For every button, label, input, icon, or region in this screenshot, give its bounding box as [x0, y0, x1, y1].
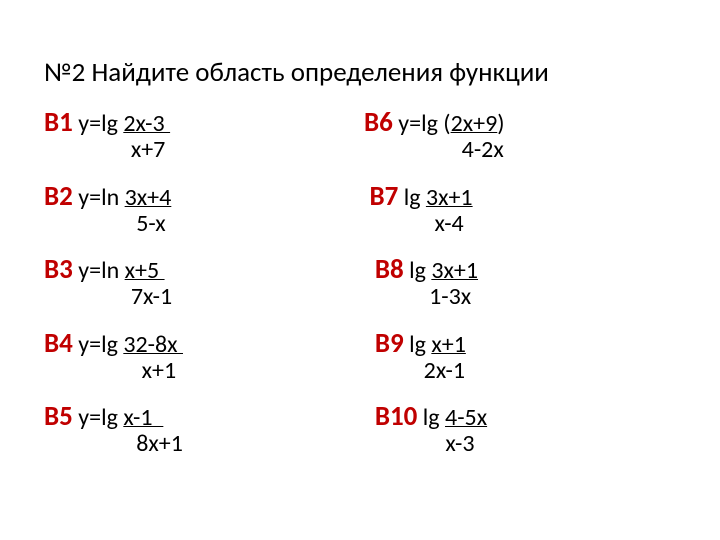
func-prefix: lg [404, 330, 432, 359]
denominator: x+1 [44, 358, 364, 383]
denominator: 2x-1 [364, 358, 664, 383]
problem-label: В1 [44, 106, 73, 139]
func-prefix: y=ln [73, 183, 125, 212]
numerator: 3x+4 [125, 183, 172, 212]
denominator: 1-3x [364, 284, 664, 309]
numerator: 4-5x [445, 403, 487, 432]
numerator: 3x+1 [426, 183, 473, 212]
numerator: 3x+1 [431, 256, 478, 285]
denominator: 8x+1 [44, 431, 364, 456]
problem-label: В3 [44, 253, 73, 286]
problems-columns: В1 y=lg 2x-3 x+7 В2 y=ln 3x+4 5-x В3 y=l… [44, 109, 680, 477]
func-prefix: y=lg [73, 330, 123, 359]
denominator: 7x-1 [44, 284, 364, 309]
page-title: №2 Найдите область определения функции [44, 56, 680, 89]
problem-b6: В6 y=lg (2x+9) 4-2x [364, 109, 664, 163]
func-prefix: y=ln [73, 256, 125, 285]
func-postfix: ) [497, 109, 504, 138]
func-prefix: lg [398, 183, 426, 212]
func-prefix: lg [404, 256, 432, 285]
denominator: x+7 [44, 137, 364, 162]
problem-b5: В5 y=lg x-1 8x+1 [44, 403, 364, 457]
problem-b9: В9 lg x+1 2x-1 [364, 330, 664, 384]
numerator: x-1 [123, 403, 163, 432]
left-column: В1 y=lg 2x-3 x+7 В2 y=ln 3x+4 5-x В3 y=l… [44, 109, 364, 477]
denominator: x-3 [364, 431, 664, 456]
func-prefix: y=lg [73, 109, 123, 138]
problem-b3: В3 y=ln x+5 7x-1 [44, 256, 364, 310]
problem-b7: В7 lg 3x+1 x-4 [364, 183, 664, 237]
numerator: x+5 [125, 256, 165, 285]
problem-b4: В4 y=lg 32-8x x+1 [44, 330, 364, 384]
problem-label: В6 [364, 106, 393, 139]
denominator: x-4 [364, 211, 664, 236]
denominator: 5-x [44, 211, 364, 236]
problem-label: В10 [375, 400, 418, 433]
problem-b8: В8 lg 3x+1 1-3x [364, 256, 664, 310]
right-column: В6 y=lg (2x+9) 4-2x В7 lg 3x+1 x-4 В8 lg… [364, 109, 664, 477]
problem-b2: В2 y=ln 3x+4 5-x [44, 183, 364, 237]
problem-label: В4 [44, 327, 73, 360]
func-prefix: y=lg [73, 403, 123, 432]
problem-label: В9 [375, 327, 404, 360]
func-prefix: y=lg ( [393, 109, 451, 138]
numerator: x+1 [431, 330, 466, 359]
problem-b10: В10 lg 4-5x x-3 [364, 403, 664, 457]
problem-b1: В1 y=lg 2x-3 x+7 [44, 109, 364, 163]
numerator: 2x+9 [451, 109, 498, 138]
problem-label: В8 [375, 253, 404, 286]
numerator: 32-8x [123, 330, 183, 359]
numerator: 2x-3 [123, 109, 170, 138]
denominator: 4-2x [364, 137, 664, 162]
func-prefix: lg [417, 403, 445, 432]
problem-label: В5 [44, 400, 73, 433]
problem-label: В2 [44, 180, 73, 213]
problem-label: В7 [369, 180, 398, 213]
